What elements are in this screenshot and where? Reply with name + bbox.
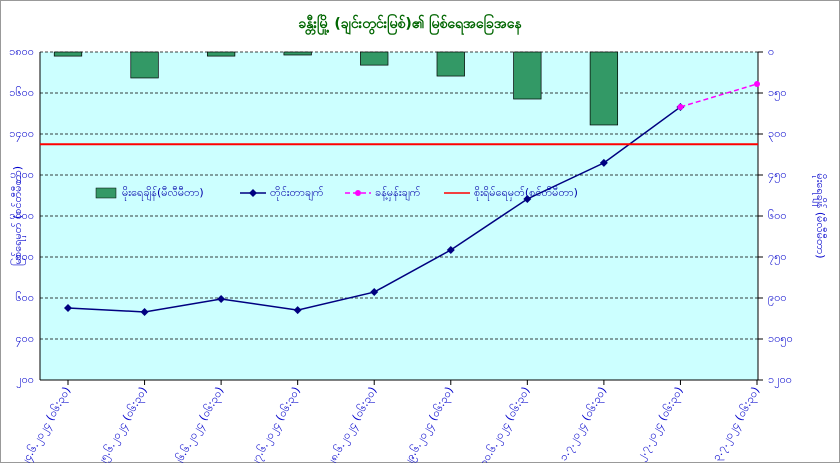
y-tick-label: ၂၀၀ (16, 373, 34, 388)
legend-marker (355, 190, 361, 196)
bar (436, 51, 465, 77)
legend-label: တိုင်းတာချက် (270, 186, 324, 201)
y2-axis-label: မိုးရေချိန် (မီလီမီတာ) (812, 173, 827, 258)
bar (53, 51, 83, 57)
legend-label: စိုးရိမ်ရေမှတ်(စင်တီမီတာ) (474, 186, 578, 201)
marker (523, 194, 532, 203)
plot-area (40, 52, 758, 380)
y-tick-label: ၁၂၀၀ (10, 168, 34, 183)
marker (754, 80, 760, 87)
bar (206, 51, 236, 57)
y2-tick-label: ၉၀၀ (768, 291, 787, 306)
y2-tick-label: ၁၅၀ (768, 86, 787, 101)
bar (130, 51, 159, 79)
y-tick-label: ၁၀၀၀ (9, 209, 34, 222)
marker (677, 103, 684, 110)
bar (360, 51, 389, 66)
bar (513, 51, 542, 100)
y-tick-label: ၁၈၀၀ (9, 45, 34, 58)
legend-label: မိုးရေချိန်(မီလီမီတာ) (122, 186, 204, 201)
marker (140, 307, 149, 316)
y2-tick-label: ၁၂၀၀ (768, 373, 792, 388)
forecast-line (680, 83, 758, 108)
y-tick-label: ၁၆၀၀ (9, 86, 34, 99)
marker (599, 158, 608, 167)
marker (446, 246, 455, 255)
y2-tick-label: ၄၅၀ (768, 168, 787, 183)
y2-tick-label: ၁၀၅၀ (768, 332, 793, 347)
y2-tick-label: ၃၀၀ (768, 127, 787, 142)
marker (370, 288, 379, 297)
legend-swatch (95, 187, 117, 199)
y-tick-label: ၆၀၀ (15, 291, 34, 304)
chart-title: ခန္တီးမြို့ (ချင်းတွင်းမြစ်)၏ မြစ်ရေအခြေ… (298, 14, 522, 35)
legend: မိုးရေချိန်(မီလီမီတာ) တိုင်းတာချက် ခန့်မှန… (95, 186, 578, 201)
y-tick-label: ၄၀၀ (15, 332, 34, 347)
y-axis-label: မြစ်ရေမှတ် (စင်တီမီတာ) (10, 166, 26, 266)
marker (217, 295, 226, 304)
marker (293, 306, 302, 315)
bar (589, 51, 619, 126)
y-tick-label: ၈၀၀ (15, 250, 34, 263)
y2-tick-label: ၀ (768, 45, 774, 58)
bar (283, 51, 312, 56)
y-tick-label: ၁၄၀၀ (9, 127, 34, 142)
marker (64, 304, 72, 313)
y2-tick-label: ၇၅၀ (768, 250, 787, 265)
legend-marker (249, 189, 257, 197)
legend-label: ခန့်မှန်းချက် (375, 186, 421, 201)
y2-tick-label: ၆၀၀ (768, 209, 787, 222)
